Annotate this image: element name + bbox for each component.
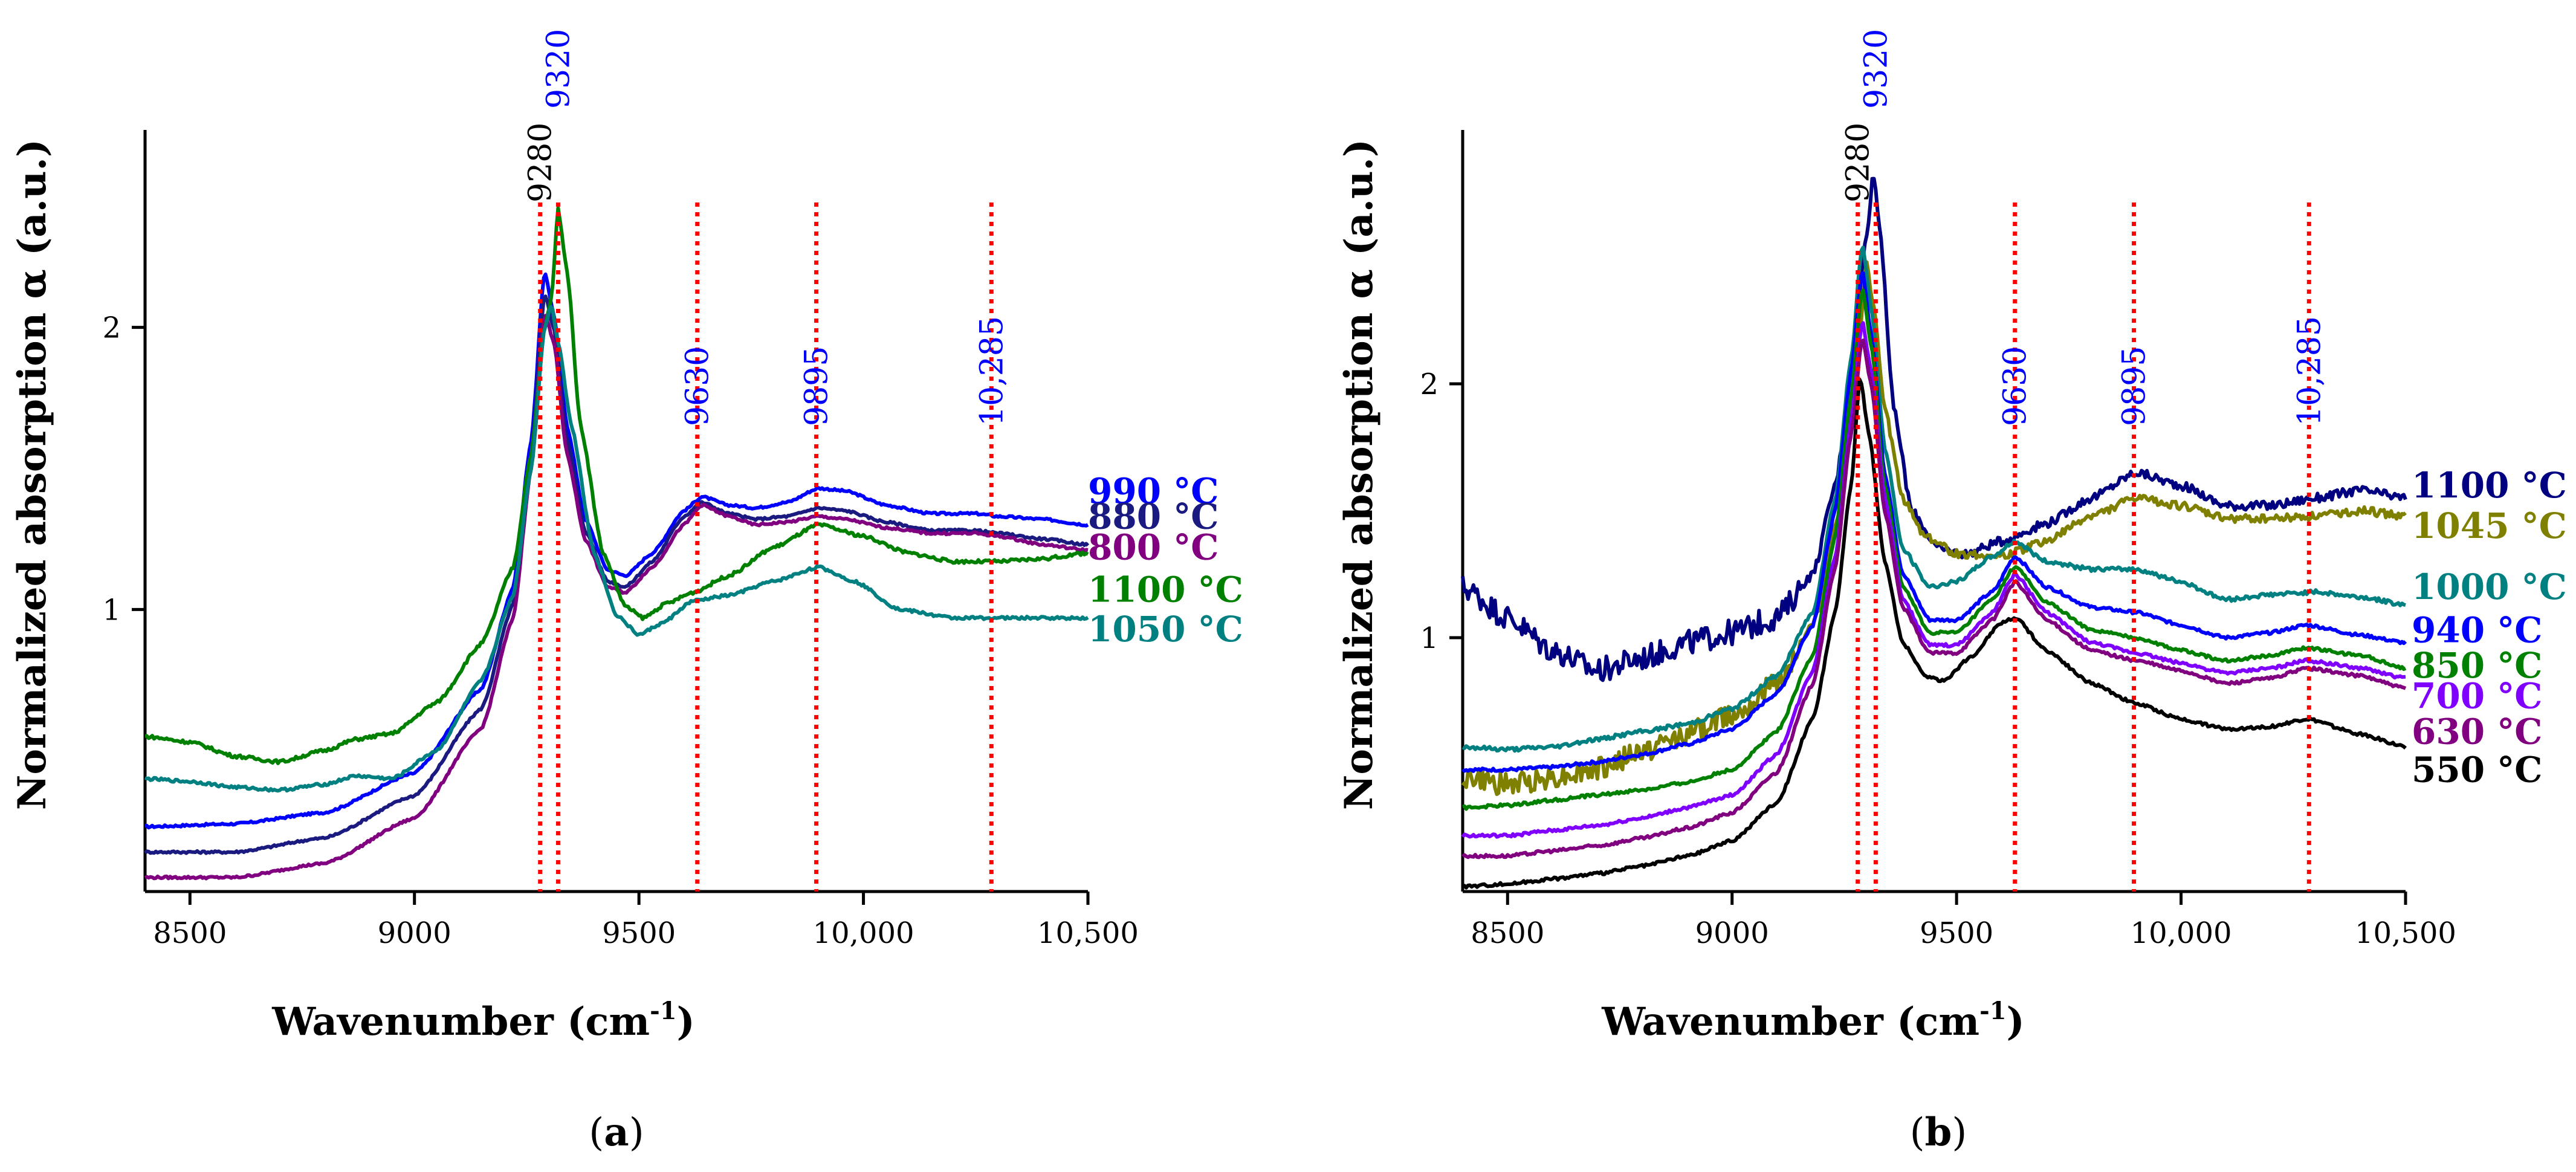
panel-caption-b: (b): [1910, 1110, 1967, 1155]
series-line: [1461, 245, 2406, 753]
x-tick-label: 10,000: [2131, 916, 2232, 950]
reference-line-label: 10,285: [974, 316, 1010, 426]
series-label: 1100 °C: [2412, 465, 2567, 506]
x-axis-label: Wavenumber (cm-1): [271, 997, 695, 1044]
x-tick-label: 10,000: [813, 916, 914, 950]
x-tick-label: 10,500: [2355, 916, 2456, 950]
panel-b: Normalized absorption α (a.u.) Wavenumbe…: [1336, 29, 2567, 1155]
reference-line-label: 9895: [2117, 346, 2153, 426]
reference-line-label: 9320: [1858, 29, 1894, 109]
series-line: [144, 206, 1089, 765]
y-axis-label: Normalized absorption α (a.u.): [10, 139, 55, 810]
series-label: 550 °C: [2412, 749, 2542, 790]
series-label: 1100 °C: [1088, 569, 1243, 610]
reference-line-label: 10,285: [2291, 316, 2328, 426]
series-label: 940 °C: [2412, 609, 2542, 650]
series-line: [1462, 288, 2407, 811]
panel-caption-a: (a): [589, 1110, 644, 1155]
series-line: [144, 305, 1089, 793]
reference-line-label: 9320: [540, 29, 577, 109]
x-tick-label: 8500: [153, 916, 227, 950]
series-label: 800 °C: [1088, 527, 1218, 568]
series-line: [1461, 271, 2407, 773]
y-tick-label: 1: [1420, 621, 1438, 655]
reference-line-label: 9630: [1998, 346, 2034, 426]
y-tick-label: 1: [102, 593, 121, 627]
x-tick-label: 9500: [1920, 916, 1993, 950]
series-label: 700 °C: [2412, 676, 2542, 717]
series-line: [1461, 260, 2407, 796]
series-label: 1045 °C: [2412, 505, 2567, 546]
x-tick-label: 9000: [1695, 916, 1769, 950]
series-label: 990 °C: [1088, 470, 1218, 511]
series-label: 880 °C: [1088, 496, 1218, 537]
x-tick-label: 8500: [1471, 916, 1544, 950]
reference-line-label: 9280: [523, 123, 559, 202]
series-label: 630 °C: [2412, 711, 2542, 752]
x-tick-label: 9500: [602, 916, 676, 950]
x-tick-label: 9000: [378, 916, 451, 950]
series-line: [1461, 338, 2407, 860]
series-line: [1462, 377, 2407, 890]
reference-line-label: 9895: [799, 346, 835, 426]
series-line: [144, 314, 1089, 881]
x-axis-label: Wavenumber (cm-1): [1601, 997, 2025, 1044]
series-line: [1461, 321, 2406, 839]
series-line: [144, 272, 1089, 830]
y-tick-label: 2: [1420, 367, 1438, 401]
reference-line-label: 9280: [1840, 123, 1877, 202]
series-label: 850 °C: [2412, 645, 2542, 686]
y-axis-label: Normalized absorption α (a.u.): [1336, 139, 1382, 810]
reference-line-label: 9630: [680, 346, 716, 426]
panel-a: Normalized absorption α (a.u.) Wavenumbe…: [10, 29, 1243, 1155]
x-tick-label: 10,500: [1037, 916, 1139, 950]
series-line: [143, 294, 1090, 855]
y-tick-label: 2: [102, 311, 121, 345]
series-line: [1461, 176, 2407, 682]
series-label: 1000 °C: [2412, 566, 2567, 607]
series-label: 1050 °C: [1088, 609, 1243, 650]
